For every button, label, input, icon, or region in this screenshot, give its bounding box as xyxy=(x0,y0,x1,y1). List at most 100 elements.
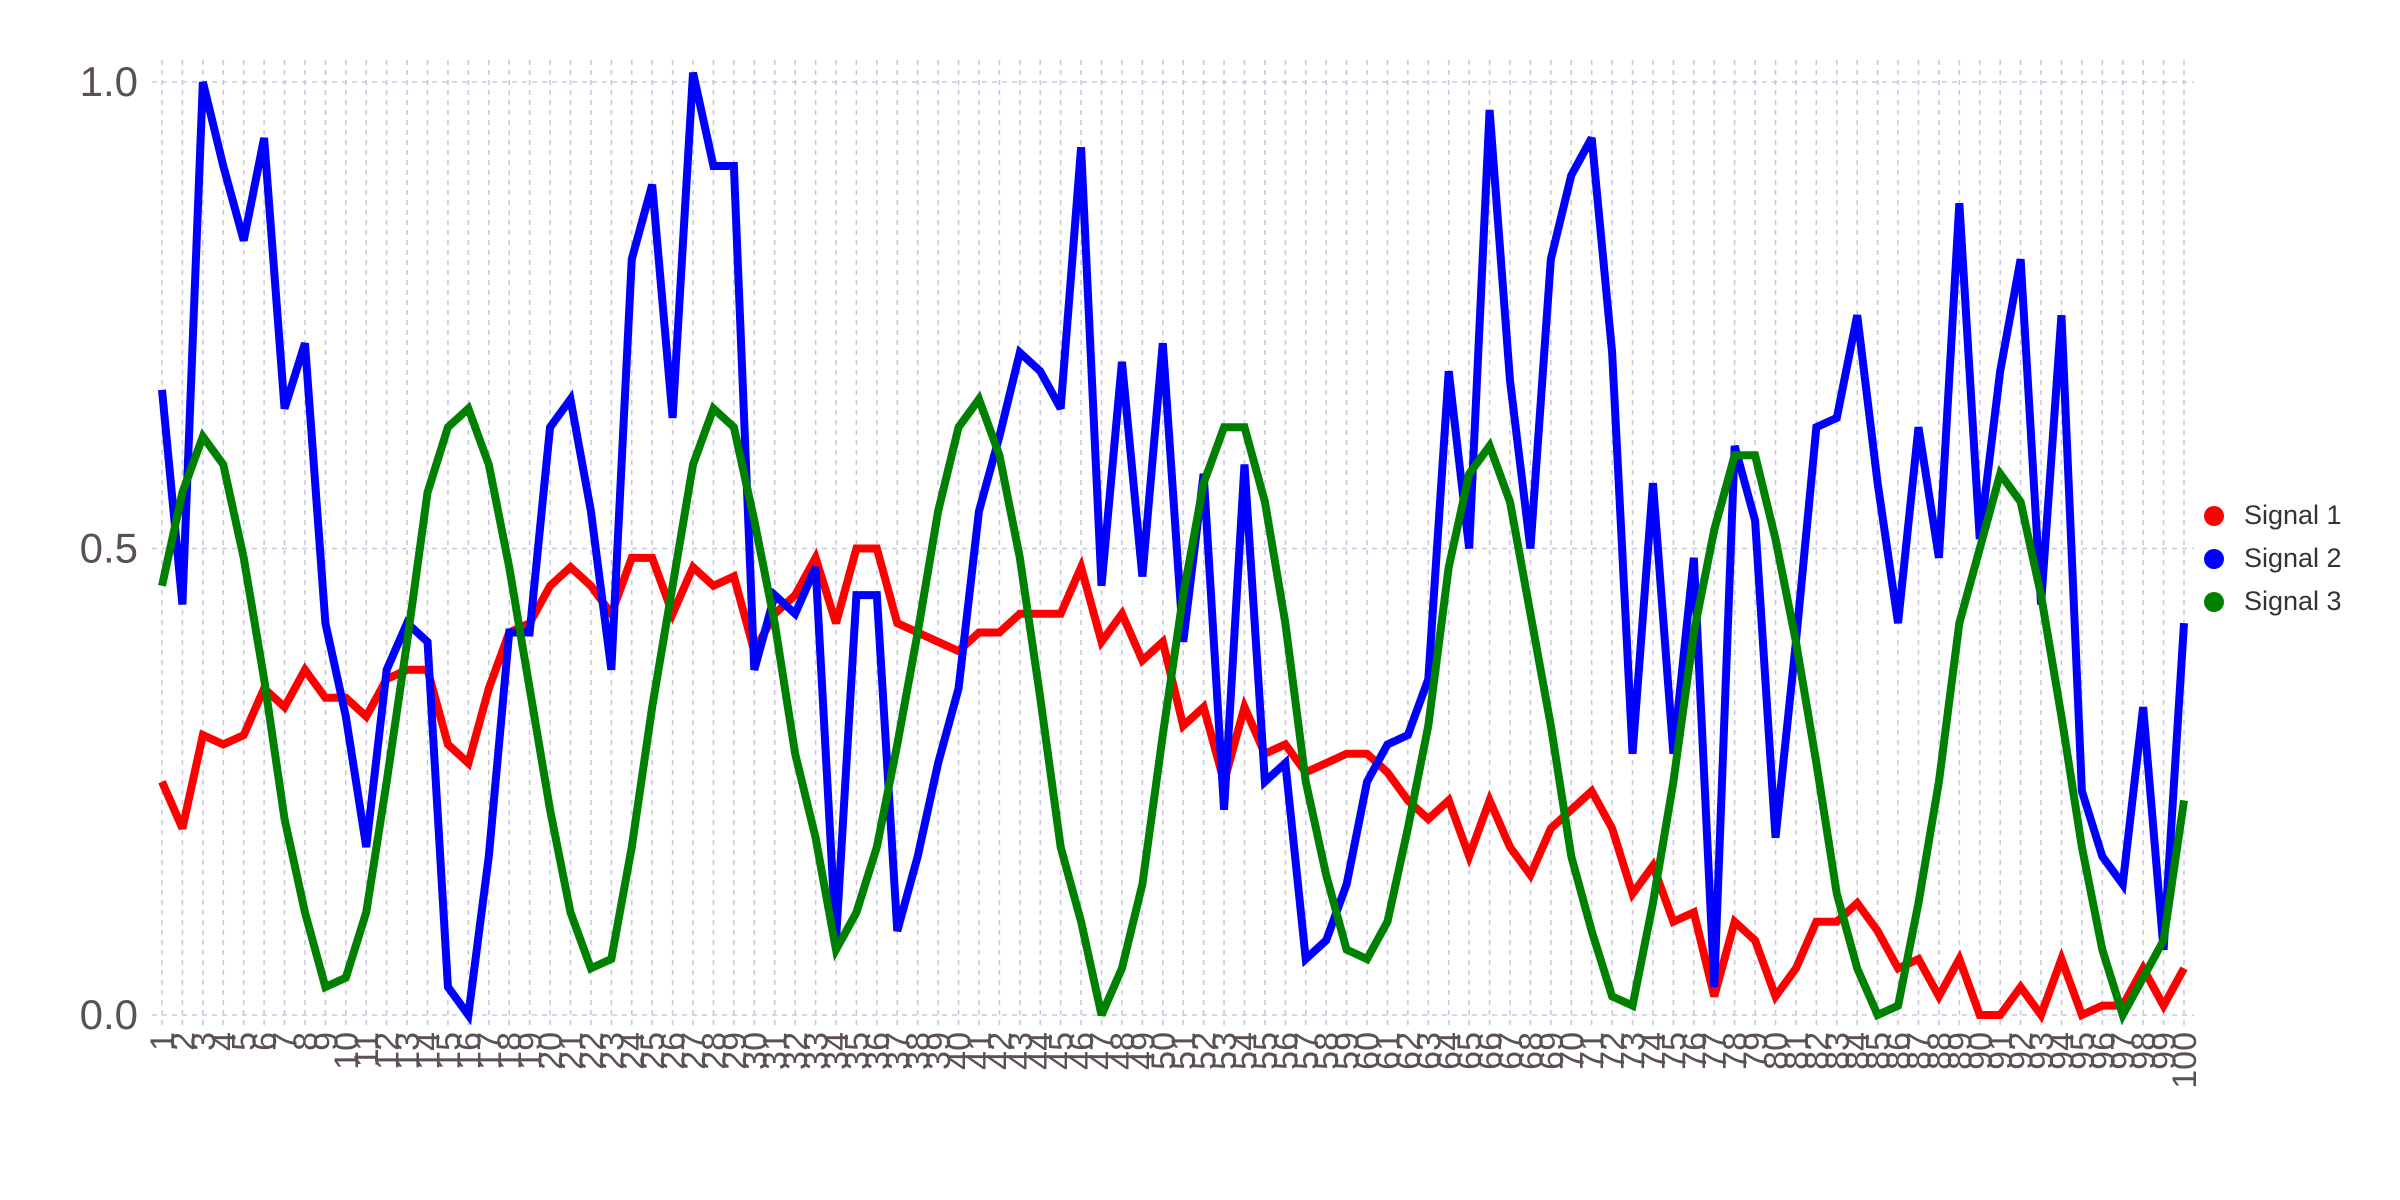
x-tick-label: 60 xyxy=(1349,1032,1387,1070)
x-tick-label: 77 xyxy=(1696,1032,1734,1070)
x-tick-label: 90 xyxy=(1962,1032,2000,1070)
x-tick-label: 54 xyxy=(1226,1032,1264,1070)
x-tick-label: 58 xyxy=(1308,1032,1346,1070)
x-tick-label: 80 xyxy=(1758,1032,1796,1070)
x-tick-label: 28 xyxy=(695,1032,733,1070)
x-tick-label: 22 xyxy=(573,1032,611,1070)
x-tick-label: 93 xyxy=(2023,1032,2061,1070)
x-tick-label: 20 xyxy=(532,1032,570,1070)
x-tick-label: 48 xyxy=(1104,1032,1142,1070)
x-tick-label: 43 xyxy=(1002,1032,1040,1070)
x-tick-label: 17 xyxy=(471,1032,509,1070)
x-tick-label: 91 xyxy=(1982,1032,2020,1070)
x-tick-label: 70 xyxy=(1553,1032,1591,1070)
y-tick-label: 1.0 xyxy=(80,58,138,105)
x-tick-label: 9 xyxy=(307,1032,345,1051)
x-tick-label: 50 xyxy=(1145,1032,1183,1070)
x-tick-label: 75 xyxy=(1655,1032,1693,1070)
x-tick-label: 19 xyxy=(512,1032,550,1070)
x-tick-label: 63 xyxy=(1410,1032,1448,1070)
x-tick-label: 42 xyxy=(981,1032,1019,1070)
x-tick-label: 10 xyxy=(328,1032,366,1070)
x-tick-label: 92 xyxy=(2003,1032,2041,1070)
x-tick-label: 73 xyxy=(1615,1032,1653,1070)
series-line-signal-2 xyxy=(158,71,2188,1026)
x-tick-label: 35 xyxy=(838,1032,876,1070)
x-tick-label: 14 xyxy=(410,1032,448,1070)
x-tick-label: 16 xyxy=(450,1032,488,1070)
x-tick-label: 69 xyxy=(1533,1032,1571,1070)
x-tick-label: 95 xyxy=(2064,1032,2102,1070)
x-tick-label: 71 xyxy=(1574,1032,1612,1070)
y-tick-label: 0.0 xyxy=(80,991,138,1038)
legend-item-signal-1: Signal 1 xyxy=(2204,494,2342,537)
x-tick-label: 41 xyxy=(961,1032,999,1070)
x-tick-label: 45 xyxy=(1043,1032,1081,1070)
x-tick-label: 94 xyxy=(2043,1032,2081,1070)
legend-item-signal-3: Signal 3 xyxy=(2204,580,2342,623)
x-tick-label: 32 xyxy=(777,1032,815,1070)
x-tick-label: 51 xyxy=(1165,1032,1203,1070)
x-tick-label: 6 xyxy=(246,1032,284,1051)
x-tick-label: 64 xyxy=(1431,1032,1469,1070)
x-tick-label: 1 xyxy=(144,1032,182,1051)
x-axis-ticks: 1234567891011121314151617181920212223242… xyxy=(144,1032,2204,1089)
legend-item-signal-2: Signal 2 xyxy=(2204,537,2342,580)
x-tick-label: 46 xyxy=(1063,1032,1101,1070)
x-tick-label: 96 xyxy=(2084,1032,2122,1070)
x-tick-label: 65 xyxy=(1451,1032,1489,1070)
x-tick-label: 100 xyxy=(2166,1032,2204,1089)
y-tick-label: 0.5 xyxy=(80,525,138,572)
legend-label-signal-2: Signal 2 xyxy=(2244,543,2342,573)
x-tick-label: 34 xyxy=(818,1032,856,1070)
x-tick-label: 11 xyxy=(348,1032,386,1067)
x-tick-label: 26 xyxy=(655,1032,693,1070)
x-tick-label: 97 xyxy=(2105,1032,2143,1070)
y-axis-ticks: 0.0 0.5 1.0 xyxy=(80,58,138,1038)
x-tick-label: 68 xyxy=(1512,1032,1550,1070)
x-tick-label: 5 xyxy=(226,1032,264,1051)
x-tick-label: 57 xyxy=(1288,1032,1326,1070)
x-tick-label: 24 xyxy=(614,1032,652,1070)
legend-swatch-signal-2 xyxy=(2204,548,2224,569)
x-tick-label: 84 xyxy=(1839,1032,1877,1070)
x-tick-label: 47 xyxy=(1084,1032,1122,1070)
x-tick-label: 98 xyxy=(2125,1032,2163,1070)
x-tick-label: 59 xyxy=(1329,1032,1367,1070)
x-tick-label: 87 xyxy=(1900,1032,1938,1070)
x-tick-label: 62 xyxy=(1390,1032,1428,1070)
x-tick-label: 53 xyxy=(1206,1032,1244,1070)
x-tick-label: 85 xyxy=(1860,1032,1898,1070)
x-tick-label: 76 xyxy=(1676,1032,1714,1070)
x-tick-label: 15 xyxy=(430,1032,468,1070)
x-tick-label: 66 xyxy=(1472,1032,1510,1070)
x-tick-label: 88 xyxy=(1921,1032,1959,1070)
x-tick-label: 36 xyxy=(859,1032,897,1070)
x-tick-label: 3 xyxy=(185,1032,223,1051)
x-tick-label: 27 xyxy=(675,1032,713,1070)
x-tick-label: 2 xyxy=(164,1032,202,1051)
x-tick-label: 8 xyxy=(287,1032,325,1051)
series-line-signal-3 xyxy=(158,390,2188,1026)
x-tick-label: 29 xyxy=(716,1032,754,1070)
x-tick-label: 89 xyxy=(1941,1032,1979,1070)
x-tick-label: 72 xyxy=(1594,1032,1632,1070)
x-tick-label: 7 xyxy=(267,1032,305,1051)
x-tick-label: 81 xyxy=(1778,1032,1816,1070)
x-tick-label: 86 xyxy=(1880,1032,1918,1070)
x-tick-label: 37 xyxy=(879,1032,917,1070)
x-tick-label: 83 xyxy=(1819,1032,1857,1070)
x-tick-label: 61 xyxy=(1369,1032,1407,1070)
x-tick-label: 25 xyxy=(634,1032,672,1070)
x-tick-label: 82 xyxy=(1798,1032,1836,1070)
x-tick-label: 31 xyxy=(757,1032,795,1070)
x-tick-label: 39 xyxy=(920,1032,958,1070)
x-tick-label: 12 xyxy=(369,1032,407,1070)
legend-swatch-signal-3 xyxy=(2204,591,2224,612)
x-tick-label: 78 xyxy=(1717,1032,1755,1070)
x-tick-label: 79 xyxy=(1737,1032,1775,1070)
series-line-signal-1 xyxy=(158,544,2188,1024)
x-tick-label: 52 xyxy=(1186,1032,1224,1070)
legend: Signal 1 Signal 2 Signal 3 xyxy=(2204,494,2342,623)
